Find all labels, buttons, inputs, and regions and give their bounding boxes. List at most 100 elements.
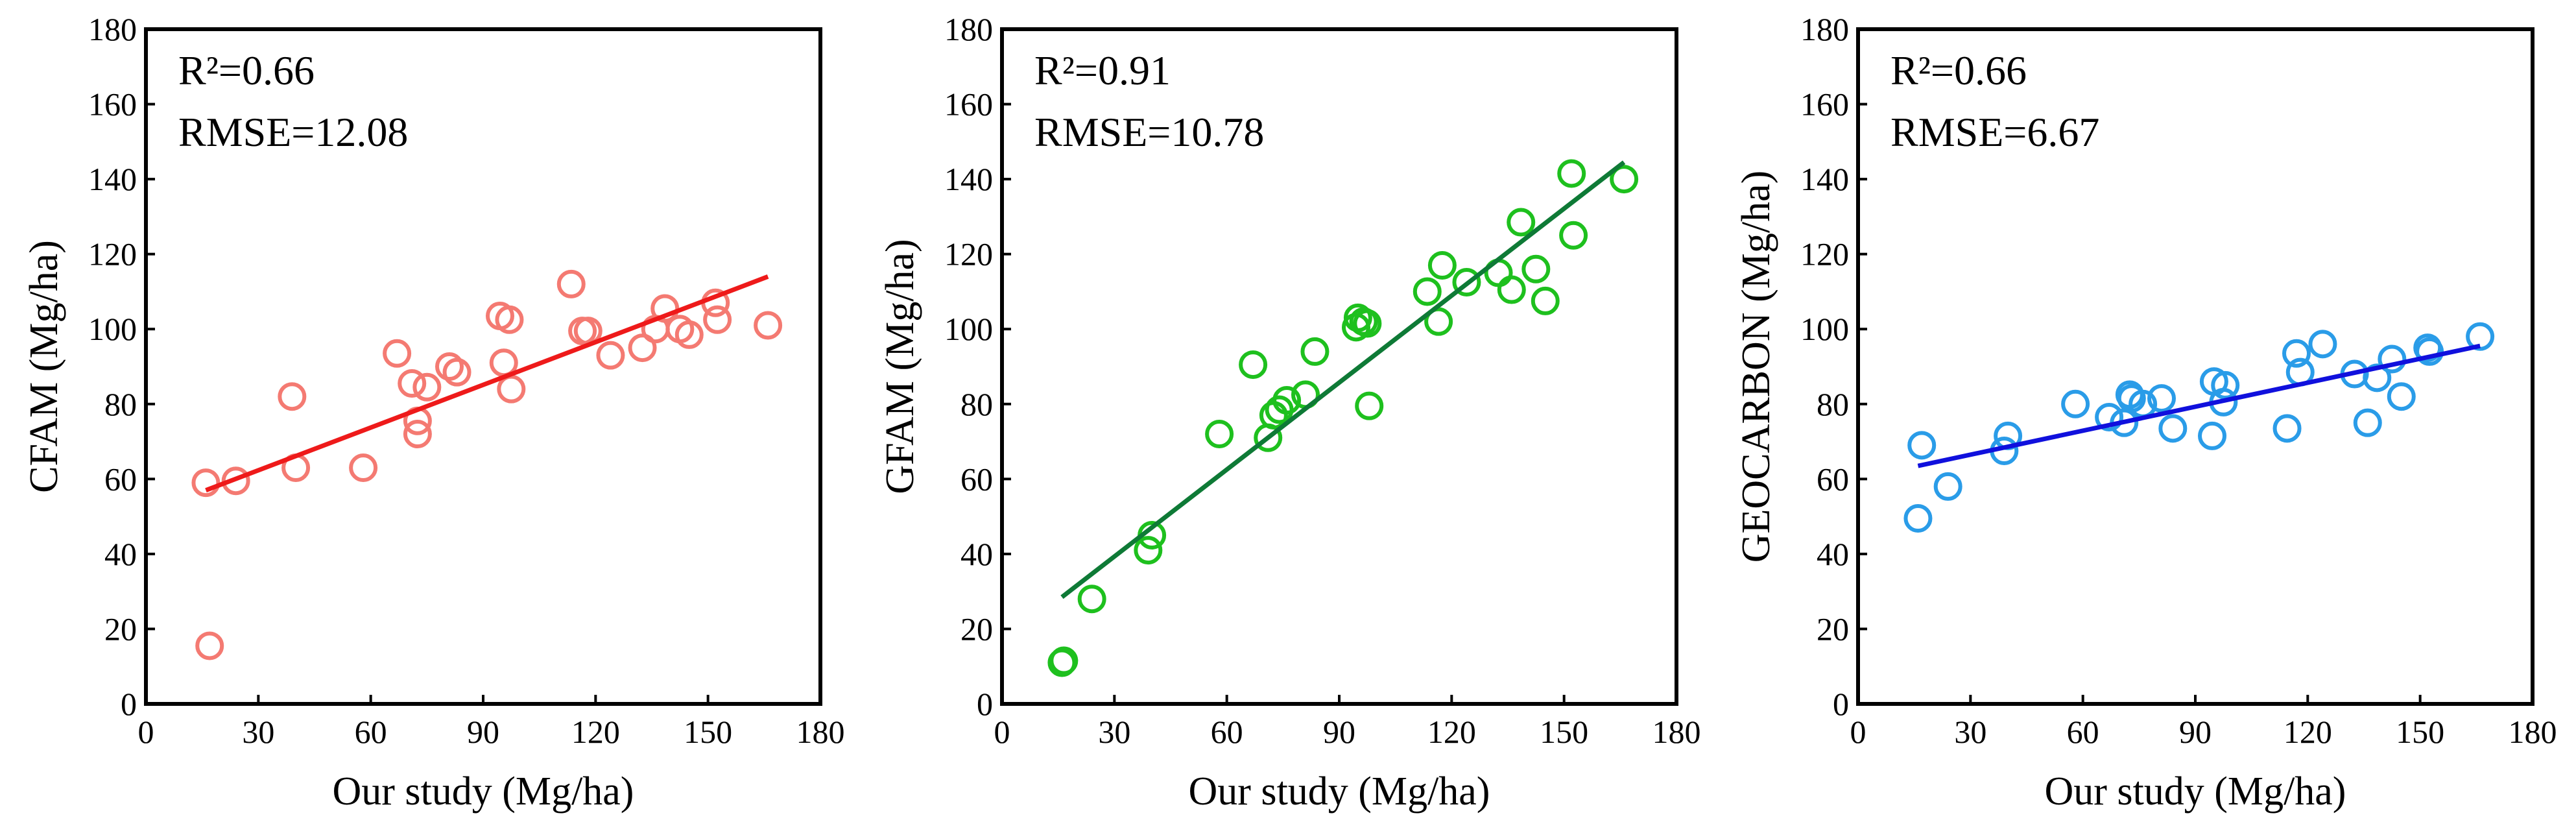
panel-gfam-y-tick-label-7: 140 [944, 161, 993, 197]
panel-cfam-point-7 [398, 369, 427, 398]
panel-cfam-y-tick-label-0: 0 [121, 686, 137, 722]
panel-geocarbon-point-20 [2308, 330, 2337, 359]
panel-geocarbon-y-tick-label-0: 0 [1833, 686, 1849, 722]
panel-gfam-point-5 [1205, 420, 1234, 448]
panel-geocarbon-y-tick-label-3: 60 [1817, 461, 1849, 497]
panel-cfam-point-10 [412, 372, 442, 402]
panel-gfam: 0 30 60 90 120 150 180 0 20 40 60 80 100 120 140 160 180… [878, 11, 1701, 814]
panel-gfam-r2-annotation: R²=0.91 [1034, 47, 1171, 93]
panel-geocarbon-rmse-annotation: RMSE=6.67 [1890, 109, 2099, 155]
panel-geocarbon-y-axis-label: GEOCARBON (Mg/ha) [1734, 171, 1778, 562]
panel-gfam-point-16 [1353, 309, 1382, 338]
panel-cfam-point-2 [221, 466, 250, 496]
panel-geocarbon-x-tick-label-3: 90 [2179, 714, 2212, 750]
panel-geocarbon-point-23 [2363, 363, 2392, 392]
panel-gfam-ticks: 0 30 60 90 120 150 180 0 20 40 60 80 100 120 140 160 180 [944, 11, 1701, 750]
panel-cfam-point-8 [403, 420, 432, 448]
panel-geocarbon-point-1 [1907, 431, 1937, 460]
panel-cfam-y-tick-label-1: 20 [104, 610, 137, 647]
panel-cfam-point-28 [754, 311, 783, 340]
panel-gfam-y-tick-label-8: 160 [944, 86, 993, 123]
panel-geocarbon-x-axis-label: Our study (Mg/ha) [2045, 769, 2346, 814]
panel-geocarbon-point-24 [2378, 344, 2407, 374]
panel-gfam-x-tick-label-0: 0 [994, 714, 1010, 750]
panel-geocarbon-point-5 [2061, 389, 2090, 418]
panel-cfam-y-tick-label-4: 80 [104, 386, 137, 422]
panel-gfam-y-tick-label-6: 120 [944, 236, 993, 272]
panel-gfam-point-27 [1557, 159, 1586, 188]
panel-cfam-point-12 [442, 357, 471, 387]
panel-cfam-x-tick-label-0: 0 [138, 714, 154, 750]
panel-gfam-x-tick-label-6: 180 [1652, 714, 1701, 750]
panel-cfam-x-tick-label-1: 30 [242, 714, 274, 750]
panel-cfam-point-23 [650, 294, 680, 323]
panel-gfam-point-17 [1355, 391, 1384, 420]
panel-cfam-r2-annotation: R²=0.66 [178, 47, 315, 93]
panel-geocarbon-point-17 [2272, 414, 2302, 443]
panel-cfam-y-axis-label: CFAM (Mg/ha) [22, 240, 66, 493]
panel-geocarbon-point-16 [2211, 370, 2240, 400]
panel-cfam-y-tick-label-8: 160 [88, 86, 137, 123]
panel-gfam-y-tick-label-5: 100 [944, 311, 993, 347]
panel-geocarbon-point-28 [2466, 322, 2495, 351]
panel-geocarbon-point-18 [2282, 339, 2311, 368]
panel-gfam-marks [1047, 159, 1639, 677]
panel-cfam-y-tick-label-6: 120 [88, 236, 137, 272]
panel-gfam-point-28 [1559, 221, 1588, 250]
panel-cfam-rmse-annotation: RMSE=12.08 [178, 109, 408, 155]
panel-geocarbon-x-tick-label-2: 60 [2067, 714, 2099, 750]
panel-geocarbon-point-22 [2353, 408, 2382, 437]
panel-geocarbon-x-tick-label-6: 180 [2509, 714, 2557, 750]
panel-geocarbon-point-13 [2198, 421, 2226, 450]
panel-gfam-y-tick-label-0: 0 [977, 686, 993, 722]
panel-gfam-point-21 [1452, 268, 1481, 296]
panel-cfam-y-tick-label-5: 100 [88, 311, 137, 347]
panel-gfam-x-axis-label: Our study (Mg/ha) [1189, 769, 1490, 814]
panel-cfam-y-tick-label-3: 60 [104, 461, 137, 497]
panel-gfam-point-19 [1424, 307, 1453, 336]
panel-geocarbon-y-tick-label-2: 40 [1817, 536, 1849, 572]
panel-cfam-x-tick-label-3: 90 [467, 714, 499, 750]
panel-cfam-point-25 [674, 320, 704, 349]
panel-gfam-point-23 [1497, 275, 1526, 304]
panel-cfam-point-16 [497, 374, 526, 404]
panel-cfam-ticks: 0 30 60 90 120 150 180 0 20 40 60 80 100 120 140 160 180 [88, 11, 845, 750]
panel-gfam-point-10 [1272, 386, 1302, 415]
panel-geocarbon-y-tick-label-1: 20 [1817, 610, 1849, 647]
panel-cfam-point-15 [495, 305, 524, 334]
panel-gfam-x-tick-label-4: 120 [1427, 714, 1476, 750]
panel-gfam-y-tick-label-3: 60 [960, 461, 993, 497]
panel-cfam-y-tick-label-9: 180 [88, 11, 137, 47]
panel-cfam-point-0 [191, 468, 221, 498]
panel-cfam-y-tick-label-2: 40 [104, 536, 137, 572]
panel-geocarbon-fit-line [1917, 343, 2481, 468]
panel-cfam-x-tick-label-2: 60 [355, 714, 387, 750]
panel-gfam-point-26 [1531, 286, 1560, 315]
panel-geocarbon-x-tick-label-0: 0 [1850, 714, 1866, 750]
panel-geocarbon-y-tick-label-4: 80 [1817, 386, 1849, 422]
panel-gfam-y-tick-label-4: 80 [960, 386, 993, 422]
panel-gfam-point-1 [1049, 646, 1079, 675]
panel-cfam-point-6 [383, 339, 412, 368]
panel-cfam-x-tick-label-4: 120 [571, 714, 620, 750]
panel-gfam-y-axis-label: GFAM (Mg/ha) [878, 239, 922, 494]
panel-gfam-x-tick-label-1: 30 [1098, 714, 1130, 750]
panel-geocarbon-y-tick-label-9: 180 [1800, 11, 1849, 47]
panel-geocarbon-point-2 [1933, 472, 1962, 501]
panel-gfam-x-tick-label-5: 150 [1540, 714, 1588, 750]
panel-gfam-fit-line [1060, 160, 1626, 599]
panel-gfam-point-2 [1077, 585, 1106, 614]
panel-cfam-point-20 [596, 341, 625, 370]
panel-geocarbon-point-0 [1903, 504, 1933, 533]
panel-geocarbon-point-12 [2158, 414, 2188, 443]
panel-cfam-y-tick-label-7: 140 [88, 161, 137, 197]
panel-cfam-point-27 [703, 305, 732, 334]
panel-geocarbon-y-tick-label-8: 160 [1800, 86, 1849, 123]
panel-gfam-x-tick-label-2: 60 [1211, 714, 1243, 750]
panel-gfam-point-20 [1427, 251, 1457, 280]
panel-gfam-y-tick-label-9: 180 [944, 11, 993, 47]
panel-geocarbon: 0 30 60 90 120 150 180 0 20 40 60 80 100 120 140 160 180… [1734, 11, 2557, 814]
panel-cfam-point-5 [349, 453, 378, 482]
panel-cfam-x-tick-label-5: 150 [684, 714, 732, 750]
panel-cfam-point-21 [628, 333, 657, 363]
